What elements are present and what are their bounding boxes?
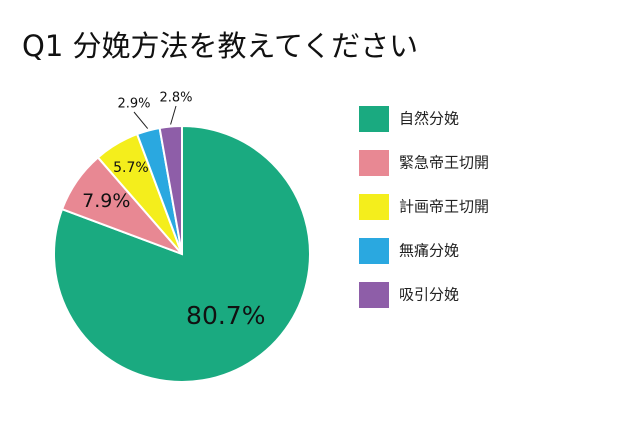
legend-swatch-natural	[359, 106, 389, 132]
legend-label-emergency-cesarean: 緊急帝王切開	[399, 154, 489, 172]
pie-slices	[53, 124, 311, 383]
legend-label-natural: 自然分娩	[399, 110, 459, 128]
data-label-emergency-cesarean: 7.9%	[82, 190, 130, 212]
legend-swatch-planned-cesarean	[359, 194, 389, 220]
pie-slice-natural	[53, 124, 311, 383]
chart-title: Q1 分娩方法を教えてください	[22, 29, 418, 63]
data-label-vacuum: 2.8%	[159, 91, 192, 106]
pie-data-labels: 80.7% 7.9% 5.7% 2.9% 2.8%	[82, 91, 265, 331]
leader-line-vacuum	[170, 105, 177, 125]
legend-swatch-emergency-cesarean	[359, 150, 389, 176]
legend-label-planned-cesarean: 計画帝王切開	[399, 198, 489, 216]
legend-label-painless: 無痛分娩	[399, 242, 459, 260]
data-label-painless: 2.9%	[117, 97, 150, 112]
legend-swatch-vacuum	[359, 282, 389, 308]
data-label-natural: 80.7%	[186, 301, 265, 330]
legend-swatch-painless	[359, 238, 389, 264]
data-label-planned-cesarean: 5.7%	[113, 160, 149, 176]
leader-line-painless	[133, 111, 149, 129]
legend-label-vacuum: 吸引分娩	[399, 286, 459, 304]
pie-slice-vacuum	[158, 124, 183, 255]
